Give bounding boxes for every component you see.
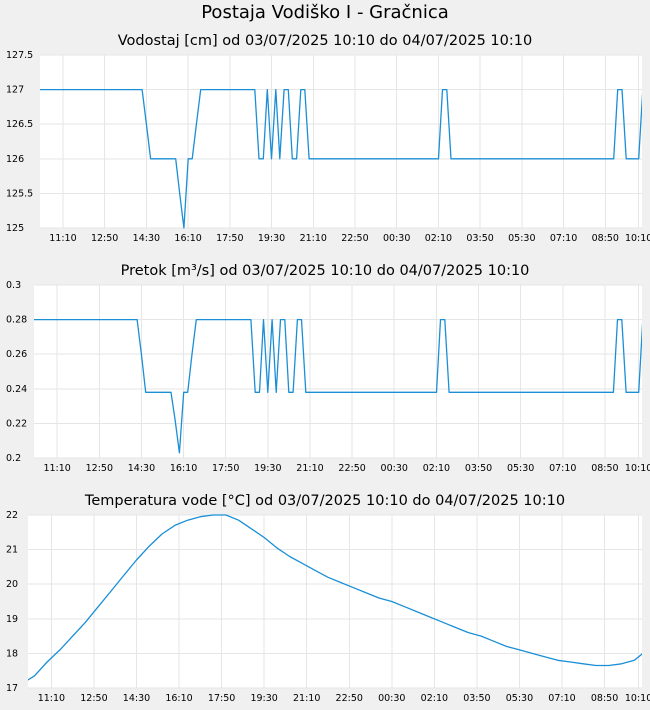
y-tick-label: 127	[6, 85, 24, 96]
y-tick-label: 0.2	[6, 453, 21, 464]
y-tick-label: 125	[6, 223, 24, 234]
y-tick-label: 21	[6, 545, 18, 556]
water-temperature-title: Temperatura vode [°C] od 03/07/2025 10:1…	[84, 493, 565, 509]
chart-water-level: Vodostaj [cm] od 03/07/2025 10:10 do 04/…	[6, 33, 650, 244]
level-series-line	[40, 88, 642, 229]
x-tick-label: 10:10	[625, 233, 650, 244]
y-tick-label: 17	[6, 683, 18, 694]
x-tick-label: 05:30	[507, 463, 534, 474]
x-tick-label: 08:50	[591, 463, 618, 474]
y-tick-label: 0.22	[6, 418, 27, 429]
x-tick-label: 08:50	[591, 693, 618, 704]
x-tick-label: 05:30	[508, 233, 535, 244]
y-tick-label: 125.5	[6, 188, 33, 199]
water-temperature-plot-area	[28, 515, 642, 688]
x-tick-label: 03:50	[466, 233, 493, 244]
y-tick-label: 18	[6, 648, 18, 659]
y-tick-label: 19	[6, 614, 18, 625]
y-tick-label: 126.5	[6, 119, 33, 130]
x-tick-label: 17:50	[208, 693, 235, 704]
temperature-series-line	[28, 514, 642, 681]
x-tick-label: 19:30	[258, 233, 285, 244]
x-tick-label: 14:30	[123, 693, 150, 704]
discharge-plot-area	[34, 285, 642, 458]
x-tick-label: 00:30	[381, 463, 408, 474]
y-tick-label: 22	[6, 510, 18, 521]
chart-discharge: Pretok [m³/s] od 03/07/2025 10:10 do 04/…	[6, 263, 650, 474]
x-tick-label: 12:50	[86, 463, 113, 474]
y-tick-label: 127.5	[6, 50, 33, 61]
x-tick-label: 00:30	[378, 693, 405, 704]
x-tick-label: 10:10	[625, 693, 650, 704]
water-level-title: Vodostaj [cm] od 03/07/2025 10:10 do 04/…	[118, 33, 532, 49]
x-tick-label: 11:10	[49, 233, 76, 244]
x-tick-label: 21:10	[296, 463, 323, 474]
x-tick-label: 22:50	[338, 463, 365, 474]
x-tick-label: 21:10	[293, 693, 320, 704]
x-tick-label: 11:10	[38, 693, 65, 704]
x-tick-label: 07:10	[548, 693, 575, 704]
x-tick-label: 14:30	[133, 233, 160, 244]
x-tick-label: 08:50	[592, 233, 619, 244]
x-tick-label: 11:10	[43, 463, 70, 474]
y-tick-label: 126	[6, 154, 24, 165]
y-tick-label: 0.26	[6, 349, 27, 360]
water-level-plot-area	[40, 55, 642, 228]
x-tick-label: 10:10	[625, 463, 650, 474]
x-tick-label: 03:50	[463, 693, 490, 704]
x-tick-label: 02:10	[423, 463, 450, 474]
x-tick-label: 07:10	[549, 463, 576, 474]
x-tick-label: 19:30	[250, 693, 277, 704]
x-tick-label: 22:50	[341, 233, 368, 244]
x-tick-label: 21:10	[300, 233, 327, 244]
x-tick-label: 16:10	[174, 233, 201, 244]
y-tick-label: 0.3	[6, 280, 21, 291]
x-tick-label: 12:50	[91, 233, 118, 244]
discharge-series-line	[34, 318, 642, 454]
x-tick-label: 19:30	[254, 463, 281, 474]
x-tick-label: 16:10	[170, 463, 197, 474]
x-tick-label: 12:50	[80, 693, 107, 704]
x-tick-label: 02:10	[421, 693, 448, 704]
x-tick-label: 17:50	[212, 463, 239, 474]
x-tick-label: 14:30	[128, 463, 155, 474]
y-tick-label: 20	[6, 579, 18, 590]
x-tick-label: 00:30	[383, 233, 410, 244]
x-tick-label: 17:50	[216, 233, 243, 244]
page-title: Postaja Vodiško I - Gračnica	[201, 2, 449, 23]
x-tick-label: 02:10	[425, 233, 452, 244]
x-tick-label: 03:50	[465, 463, 492, 474]
x-tick-label: 05:30	[506, 693, 533, 704]
discharge-title: Pretok [m³/s] od 03/07/2025 10:10 do 04/…	[121, 263, 530, 279]
x-tick-label: 16:10	[165, 693, 192, 704]
chart-water-temperature: Temperatura vode [°C] od 03/07/2025 10:1…	[6, 493, 650, 704]
x-tick-label: 07:10	[550, 233, 577, 244]
x-tick-label: 22:50	[336, 693, 363, 704]
y-tick-label: 0.24	[6, 384, 27, 395]
y-tick-label: 0.28	[6, 315, 27, 326]
